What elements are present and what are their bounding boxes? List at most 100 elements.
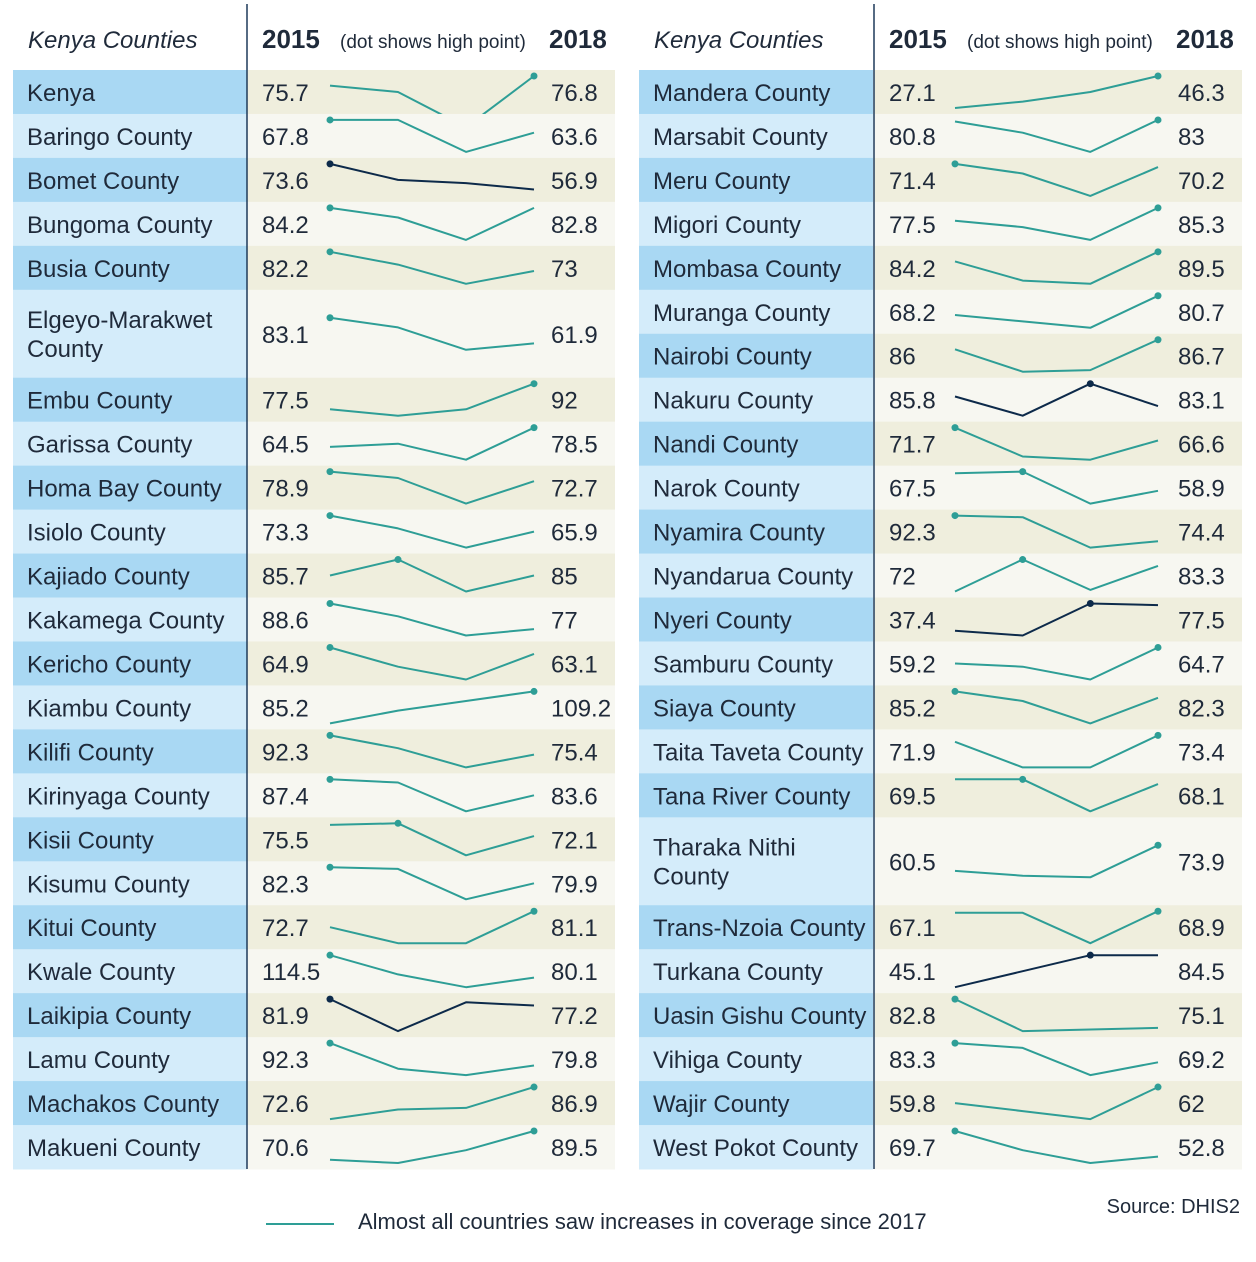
sparkline-cell bbox=[874, 157, 1242, 203]
county-label-cell bbox=[13, 1125, 247, 1170]
trend-line bbox=[329, 250, 535, 285]
value-2018: 75.4 bbox=[551, 739, 598, 766]
sparkline-cell bbox=[247, 70, 615, 115]
county-name: Samburu County bbox=[653, 651, 833, 678]
trend-line bbox=[329, 316, 535, 351]
trend-line bbox=[329, 382, 535, 417]
county-label-cell bbox=[639, 773, 873, 818]
value-2018: 73 bbox=[551, 256, 578, 283]
high-point-dot bbox=[1019, 556, 1027, 564]
header-region-label: Kenya Counties bbox=[28, 27, 197, 54]
county-label-cell bbox=[13, 729, 247, 774]
value-2018: 83.6 bbox=[551, 783, 598, 810]
high-point-dot bbox=[326, 468, 334, 476]
value-2018: 58.9 bbox=[1178, 476, 1225, 503]
trend-line bbox=[954, 1042, 1159, 1077]
county-label-cell bbox=[13, 993, 247, 1038]
county-name: Muranga County bbox=[653, 300, 830, 327]
value-2015: 60.5 bbox=[889, 849, 936, 876]
value-2018: 61.9 bbox=[551, 322, 598, 349]
sparkline-cell bbox=[247, 509, 615, 555]
trend-line bbox=[329, 646, 535, 681]
value-2015: 72.7 bbox=[262, 915, 309, 942]
value-2015: 64.9 bbox=[262, 651, 309, 678]
value-2015: 82.2 bbox=[262, 256, 309, 283]
county-name: Kenya bbox=[27, 80, 96, 107]
trend-line bbox=[329, 778, 535, 813]
value-2018: 66.6 bbox=[1178, 432, 1225, 459]
trend-line bbox=[954, 118, 1159, 153]
county-name: Kakamega County bbox=[27, 608, 224, 635]
high-point-dot bbox=[326, 600, 334, 607]
high-point-dot bbox=[326, 731, 334, 739]
high-point-dot bbox=[530, 72, 538, 80]
trend-line bbox=[954, 690, 1159, 725]
sparkline-cell bbox=[874, 949, 1242, 994]
sparkline-cell bbox=[247, 377, 615, 423]
value-2018: 86.9 bbox=[551, 1091, 598, 1118]
trend-line bbox=[329, 998, 535, 1033]
header-note: (dot shows high point) bbox=[967, 32, 1153, 53]
value-2015: 85.7 bbox=[262, 564, 309, 591]
trend-line bbox=[954, 250, 1159, 285]
high-point-dot bbox=[530, 907, 538, 915]
county-label-cell bbox=[13, 289, 247, 379]
value-2015: 77.5 bbox=[262, 388, 309, 415]
value-2015: 83.1 bbox=[262, 322, 309, 349]
county-name: Kericho County bbox=[27, 651, 191, 678]
value-2018: 56.9 bbox=[551, 168, 598, 195]
value-2018: 72.1 bbox=[551, 827, 598, 854]
county-label-cell bbox=[13, 201, 247, 247]
county-name: Narok County bbox=[653, 476, 800, 503]
trend-line bbox=[329, 954, 535, 989]
sparkline-cell bbox=[874, 1125, 1242, 1170]
county-label-cell bbox=[639, 70, 873, 115]
value-2015: 80.8 bbox=[889, 124, 936, 151]
county-name: Mandera County bbox=[653, 80, 830, 107]
header-start-year: 2015 bbox=[889, 24, 947, 54]
high-point-dot bbox=[1154, 1083, 1162, 1091]
high-point-dot bbox=[1154, 292, 1162, 300]
header-end-year: 2018 bbox=[549, 24, 607, 54]
high-point-dot bbox=[951, 1127, 959, 1135]
trend-line bbox=[329, 206, 535, 241]
high-point-dot bbox=[1154, 204, 1162, 212]
value-2015: 92.3 bbox=[262, 1047, 309, 1074]
sparkline-cell bbox=[874, 289, 1242, 335]
legend: Almost all countries saw increases in co… bbox=[266, 1206, 1066, 1242]
county-name: Kitui County bbox=[27, 915, 156, 942]
county-name: Mombasa County bbox=[653, 256, 841, 283]
sparkline-cell bbox=[874, 817, 1242, 906]
county-label-cell bbox=[639, 993, 873, 1038]
value-2015: 92.3 bbox=[889, 520, 936, 547]
county-name: Vihiga County bbox=[653, 1047, 802, 1074]
value-2018: 86.7 bbox=[1178, 344, 1225, 371]
value-2015: 85.2 bbox=[889, 695, 936, 722]
county-name: Kwale County bbox=[27, 959, 175, 986]
value-2018: 85.3 bbox=[1178, 212, 1225, 239]
value-2015: 82.8 bbox=[889, 1003, 936, 1030]
county-name: Wajir County bbox=[653, 1091, 789, 1118]
trend-line bbox=[329, 822, 535, 857]
high-point-dot bbox=[1154, 907, 1162, 915]
trend-line bbox=[954, 75, 1159, 109]
county-name: Nyandarua County bbox=[653, 564, 853, 591]
trend-line bbox=[329, 514, 535, 549]
high-point-dot bbox=[1019, 775, 1027, 783]
value-2015: 64.5 bbox=[262, 432, 309, 459]
trend-line bbox=[954, 844, 1159, 879]
county-name: Tharaka Nithi bbox=[653, 834, 796, 861]
trend-line bbox=[329, 866, 535, 901]
value-2015: 37.4 bbox=[889, 608, 936, 635]
county-label-cell bbox=[639, 685, 873, 730]
county-name: Garissa County bbox=[27, 432, 192, 459]
high-point-dot bbox=[1154, 643, 1162, 651]
value-2015: 78.9 bbox=[262, 476, 309, 503]
value-2018: 69.2 bbox=[1178, 1047, 1225, 1074]
value-2015: 27.1 bbox=[889, 80, 936, 107]
trend-line bbox=[329, 910, 535, 945]
county-label-cell bbox=[13, 509, 247, 555]
county-name: Nairobi County bbox=[653, 344, 812, 371]
value-2015: 85.2 bbox=[262, 695, 309, 722]
header-end-year: 2018 bbox=[1176, 24, 1234, 54]
